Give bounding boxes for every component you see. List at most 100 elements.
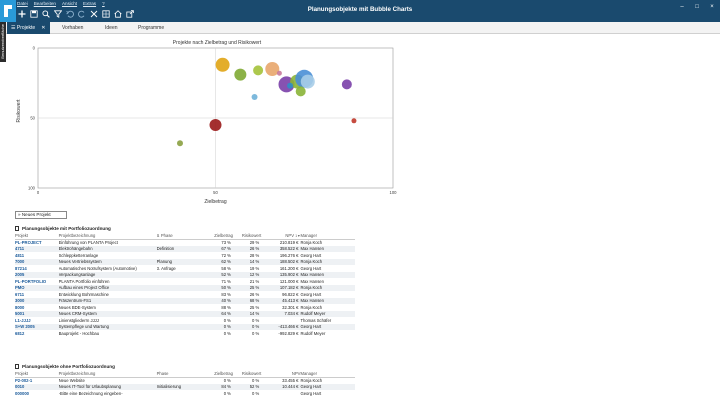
cell-name: Aufbau eines Project Office xyxy=(58,284,157,291)
data-bubble[interactable] xyxy=(287,82,294,89)
table-row[interactable]: PMO Aufbau eines Project Office 50 % 25 % 10… xyxy=(15,284,355,291)
data-bubble[interactable] xyxy=(253,65,264,76)
table-row[interactable]: 2005 Verpackungsanlage 52 % 12 % 135.902 € Ma… xyxy=(15,271,355,278)
cell-id[interactable]: 8000 xyxy=(15,304,25,310)
search-icon[interactable] xyxy=(41,9,50,19)
close-icon[interactable]: × xyxy=(710,4,714,10)
col-risikowert[interactable]: Risikowert xyxy=(232,370,262,378)
table-row[interactable]: 6711 Entwicklung Bohrmaschine 83 % 26 % 96.8… xyxy=(15,291,355,298)
table-row[interactable]: 7000 Neues Vertriebssystem Planung 62 % 14 %… xyxy=(15,258,355,265)
cut-icon[interactable] xyxy=(89,9,98,19)
x-axis-label: Zielbetrag xyxy=(204,199,226,205)
maximize-icon[interactable]: □ xyxy=(695,4,699,10)
data-bubble[interactable] xyxy=(341,79,352,90)
cell-manager: Ronja Koch xyxy=(300,240,323,245)
data-bubble[interactable] xyxy=(295,86,306,97)
col-npv[interactable]: NPV xyxy=(261,370,301,378)
menu-ansicht[interactable]: Ansicht xyxy=(61,1,78,6)
tab-projekte[interactable]: ☰ Projekte ✕ xyxy=(7,22,51,34)
table-row[interactable]: 8000 Neues BDE-System 88 % 25 % 32.301 € Ronj… xyxy=(15,304,355,311)
table-row[interactable]: P2-002-1 Neue Website 0 % 0 % 33.455 € Ronja … xyxy=(15,377,355,384)
cell-id[interactable]: 6711 xyxy=(15,291,25,297)
cell-id[interactable]: P2-002-1 xyxy=(15,378,33,383)
minimize-icon[interactable]: – xyxy=(680,4,684,10)
cell-id[interactable]: PMO xyxy=(15,284,59,291)
data-bubble[interactable] xyxy=(209,119,222,131)
data-bubble[interactable] xyxy=(265,62,280,76)
cell-id[interactable]: 0010 xyxy=(15,383,59,390)
data-bubble[interactable] xyxy=(300,74,315,89)
cell-id[interactable]: 87214 xyxy=(15,265,27,271)
filter-icon[interactable] xyxy=(53,9,62,19)
table-row[interactable]: 6812 Bauprojekt - Hochbau 0 % 0 % -992.829 €… xyxy=(15,330,355,337)
table-row[interactable]: 4711 Elektrohängebahn Definition 67 % 26 % 35… xyxy=(15,245,355,252)
col-projektbezeichnung[interactable]: Projektbezeichnung xyxy=(58,232,157,240)
cell-id[interactable]: 7000 xyxy=(15,258,59,265)
col-phase[interactable]: Phase xyxy=(156,370,203,378)
table-header-row: Projekt Projektbezeichnung Phase Zielbet… xyxy=(15,370,355,378)
cell-ziel: 62 % xyxy=(202,258,233,265)
grid-icon[interactable] xyxy=(101,9,110,19)
table-row[interactable]: PL-PORTFOLIO PLANTA Portfolio einführen 71… xyxy=(15,278,355,285)
table-row[interactable]: L1-JJJJ Linienstgliederrn JJJJ 0 % 0 % Thoma… xyxy=(15,317,355,324)
menu-datei[interactable]: Datei xyxy=(17,1,28,6)
table-row[interactable]: 87214 Automatisches Notrufsystem (Automot… xyxy=(15,265,355,272)
cell-name: -Bitte eine Bezeichnung eingeben- xyxy=(58,390,123,396)
cell-id[interactable]: 000000 xyxy=(15,390,29,396)
tab-label: Projekte xyxy=(16,25,36,31)
table-row[interactable]: 5001 Neues CRM-System 64 % 14 % 7.034 € Rudol… xyxy=(15,310,355,317)
col-phase[interactable]: ⊻ Phase xyxy=(156,232,203,240)
tab-ideen[interactable]: Ideen xyxy=(105,25,118,31)
cell-id[interactable]: S+W 2005 xyxy=(15,323,59,330)
menu-bearbeiten[interactable]: Bearbeiten xyxy=(33,1,56,6)
y-tick-label: 100 xyxy=(28,186,36,191)
menu-help[interactable]: ? xyxy=(102,1,105,6)
table-row[interactable]: S+W 2005 Systempflege und Wartung 0 % 0 % -4… xyxy=(15,323,355,330)
redo-icon[interactable] xyxy=(77,9,86,19)
col-manager[interactable]: Manager xyxy=(300,232,355,240)
tab-programme[interactable]: Programme xyxy=(138,25,165,31)
cell-id[interactable]: PL-PORTFOLIO xyxy=(15,278,47,284)
cell-id[interactable]: 3000 xyxy=(15,297,59,304)
table-row[interactable]: PL-PROJECT Einführung von PLANTA Project 7… xyxy=(15,239,355,246)
col-npv[interactable]: NPV 1▼ xyxy=(261,232,301,240)
cell-id[interactable]: 2005 xyxy=(15,271,59,278)
col-zielbetrag[interactable]: Zielbetrag xyxy=(202,370,233,378)
side-panel-tab[interactable]: Benutzeroberfläche xyxy=(0,22,6,62)
table-row[interactable]: 3000 Fräszentrum-FS1 40 % 68 % 45.413 € Max H… xyxy=(15,297,355,304)
cell-risk: 19 % xyxy=(249,265,260,271)
data-bubble[interactable] xyxy=(177,140,183,147)
plus-icon[interactable] xyxy=(17,9,26,19)
cell-phase xyxy=(156,310,203,317)
table-row[interactable]: 4811 Schleppketterranlage 72 % 28 % 196.276 … xyxy=(15,252,355,259)
data-bubble[interactable] xyxy=(234,68,247,81)
cell-phase: Initialisierung xyxy=(156,383,203,390)
table-row[interactable]: 000000 -Bitte eine Bezeichnung eingeben- 0… xyxy=(15,390,355,397)
cell-id[interactable]: L1-JJJJ xyxy=(15,317,31,323)
tab-vorhaben[interactable]: Vorhaben xyxy=(62,25,84,31)
cell-id[interactable]: 4811 xyxy=(15,252,25,258)
data-bubble[interactable] xyxy=(215,57,230,72)
menu-extras[interactable]: Extras xyxy=(83,1,97,6)
col-zielbetrag[interactable]: Zielbetrag xyxy=(202,232,233,240)
cell-id[interactable]: PL-PROJECT xyxy=(15,240,42,245)
save-icon[interactable] xyxy=(29,9,38,19)
cell-phase xyxy=(157,330,203,337)
col-projekt[interactable]: Projekt xyxy=(15,370,59,378)
close-tab-icon[interactable]: ✕ xyxy=(41,25,46,31)
table-row[interactable]: 0010 Neues IT-Tool für Urlaubsplanung Init… xyxy=(15,383,355,390)
data-bubble[interactable] xyxy=(251,94,258,100)
home-icon[interactable] xyxy=(113,9,122,19)
col-manager[interactable]: Manager xyxy=(300,370,355,378)
cell-id[interactable]: 4711 xyxy=(15,245,59,252)
export-icon[interactable] xyxy=(125,9,134,19)
cell-id[interactable]: 6812 xyxy=(15,330,25,336)
col-projekt[interactable]: Projekt xyxy=(15,232,59,240)
cell-id[interactable]: 5001 xyxy=(15,310,59,317)
data-bubble[interactable] xyxy=(351,118,357,124)
col-risikowert[interactable]: Risikowert xyxy=(232,232,262,240)
col-projektbezeichnung[interactable]: Projektbezeichnung xyxy=(58,370,157,378)
new-project-button[interactable]: » Neues Projekt xyxy=(15,211,67,219)
data-bubble[interactable] xyxy=(276,70,282,76)
undo-icon[interactable] xyxy=(65,9,74,19)
